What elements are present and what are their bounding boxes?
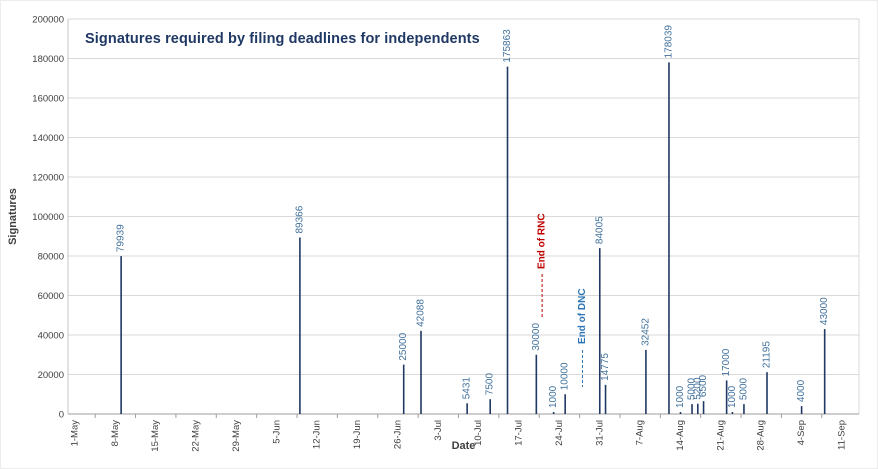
bar-value-label: 5431: [462, 377, 473, 400]
x-tick-label: 5-Jun: [271, 420, 282, 444]
chart-title: Signatures required by filing deadlines …: [85, 31, 480, 47]
bar-value-label: 7500: [485, 373, 496, 396]
x-tick-label: 1-May: [70, 420, 81, 447]
y-tick-label: 60000: [38, 291, 64, 302]
bar-value-label: 5000: [687, 377, 698, 400]
bar-value-label: 5200: [692, 377, 703, 400]
bar-value-label: 30000: [531, 323, 542, 351]
y-tick-label: 40000: [38, 331, 64, 342]
bar-value-label: 84005: [594, 216, 605, 244]
x-tick-label: 26-Jun: [392, 420, 403, 449]
bar-value-label: 10000: [560, 362, 571, 390]
x-tick-label: 15-May: [150, 420, 161, 452]
bar-value-label: 1000: [675, 385, 686, 408]
y-tick-label: 160000: [32, 94, 64, 105]
annotation-label-dnc: End of DNC: [577, 288, 588, 344]
x-tick-label: 17-Jul: [514, 420, 525, 446]
bar-value-label: 1000: [548, 385, 559, 408]
bar-value-label: 5000: [738, 377, 749, 400]
bar-value-label: 42088: [416, 299, 427, 327]
bar-value-label: 14775: [600, 353, 611, 381]
bar-value-label: 4000: [796, 379, 807, 402]
x-tick-label: 22-May: [191, 420, 202, 452]
x-tick-label: 7-Aug: [635, 420, 646, 445]
x-tick-label: 21-Aug: [715, 420, 726, 451]
y-tick-label: 200000: [32, 15, 64, 26]
bar-value-label: 6500: [698, 374, 709, 397]
bar-value-label: 79939: [116, 224, 127, 252]
y-axis-title: Signatures: [7, 188, 19, 245]
x-tick-label: 19-Jun: [352, 420, 363, 449]
x-tick-label: 11-Sep: [836, 420, 847, 450]
x-axis-title: Date: [452, 440, 476, 452]
bar-value-label: 43000: [819, 297, 830, 325]
x-tick-label: 8-May: [110, 420, 121, 447]
x-tick-label: 4-Sep: [796, 420, 807, 445]
bar-value-label: 21195: [762, 341, 773, 369]
y-tick-label: 80000: [38, 252, 64, 263]
y-tick-label: 0: [59, 410, 64, 421]
bar-value-label: 89366: [294, 205, 305, 233]
x-tick-label: 24-Jul: [554, 420, 565, 446]
x-tick-label: 10-Jul: [473, 420, 484, 446]
bar-value-label: 25000: [398, 332, 409, 360]
y-tick-label: 180000: [32, 54, 64, 65]
x-tick-label: 28-Aug: [756, 420, 767, 451]
bar-value-label: 1000: [727, 385, 738, 408]
x-tick-label: 12-Jun: [312, 420, 323, 449]
annotation-label-rnc: End of RNC: [537, 213, 548, 269]
y-tick-label: 20000: [38, 370, 64, 381]
bar-value-label: 178039: [663, 25, 674, 59]
y-tick-label: 140000: [32, 133, 64, 144]
y-tick-label: 120000: [32, 173, 64, 184]
x-tick-label: 31-Jul: [594, 420, 605, 446]
x-tick-label: 3-Jul: [433, 420, 444, 441]
bar-value-label: 175863: [502, 29, 513, 63]
bar-value-label: 17000: [721, 348, 732, 376]
y-tick-label: 100000: [32, 212, 64, 223]
bar-value-label: 32452: [640, 318, 651, 346]
x-tick-label: 14-Aug: [675, 420, 686, 451]
x-tick-label: 29-May: [231, 420, 242, 452]
